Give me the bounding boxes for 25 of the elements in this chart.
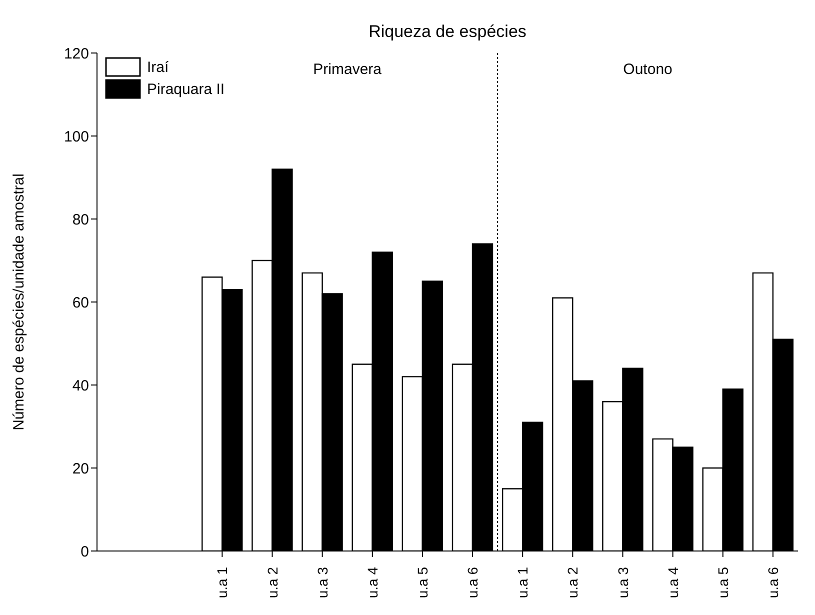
y-tick-label: 80 — [72, 211, 89, 228]
x-tick-label: u.a 3 — [614, 566, 631, 598]
y-axis-title: Número de espécies/unidade amostral — [10, 174, 28, 430]
chart-title: Riqueza de espécies — [368, 22, 528, 42]
y-tick-label: 60 — [72, 294, 89, 312]
y-tick-label: 0 — [80, 543, 89, 560]
x-tick-label: u.a 6 — [764, 566, 781, 598]
y-tick-label: 120 — [64, 45, 89, 62]
x-tick-label: u.a 6 — [464, 566, 481, 598]
x-tick-label: u.a 1 — [514, 566, 531, 598]
annotation: Outono — [622, 61, 674, 78]
x-tick-label: u.a 2 — [564, 566, 581, 598]
legend-label: Iraí — [147, 58, 169, 76]
y-tick-label: 100 — [64, 128, 89, 146]
annotation: Primavera — [312, 61, 383, 78]
x-tick-label: u.a 5 — [414, 566, 430, 598]
x-tick-label: u.a 5 — [714, 566, 731, 598]
x-tick-label: u.a 2 — [264, 566, 280, 598]
x-tick-label: u.a 4 — [664, 566, 681, 598]
legend-label: Piraquara II — [147, 80, 225, 98]
y-tick-label: 40 — [72, 377, 89, 394]
x-tick-label: u.a 4 — [364, 566, 380, 598]
x-tick-label: u.a 3 — [314, 566, 330, 598]
y-tick-label: 20 — [72, 460, 89, 478]
x-tick-label: u.a 1 — [214, 566, 230, 598]
